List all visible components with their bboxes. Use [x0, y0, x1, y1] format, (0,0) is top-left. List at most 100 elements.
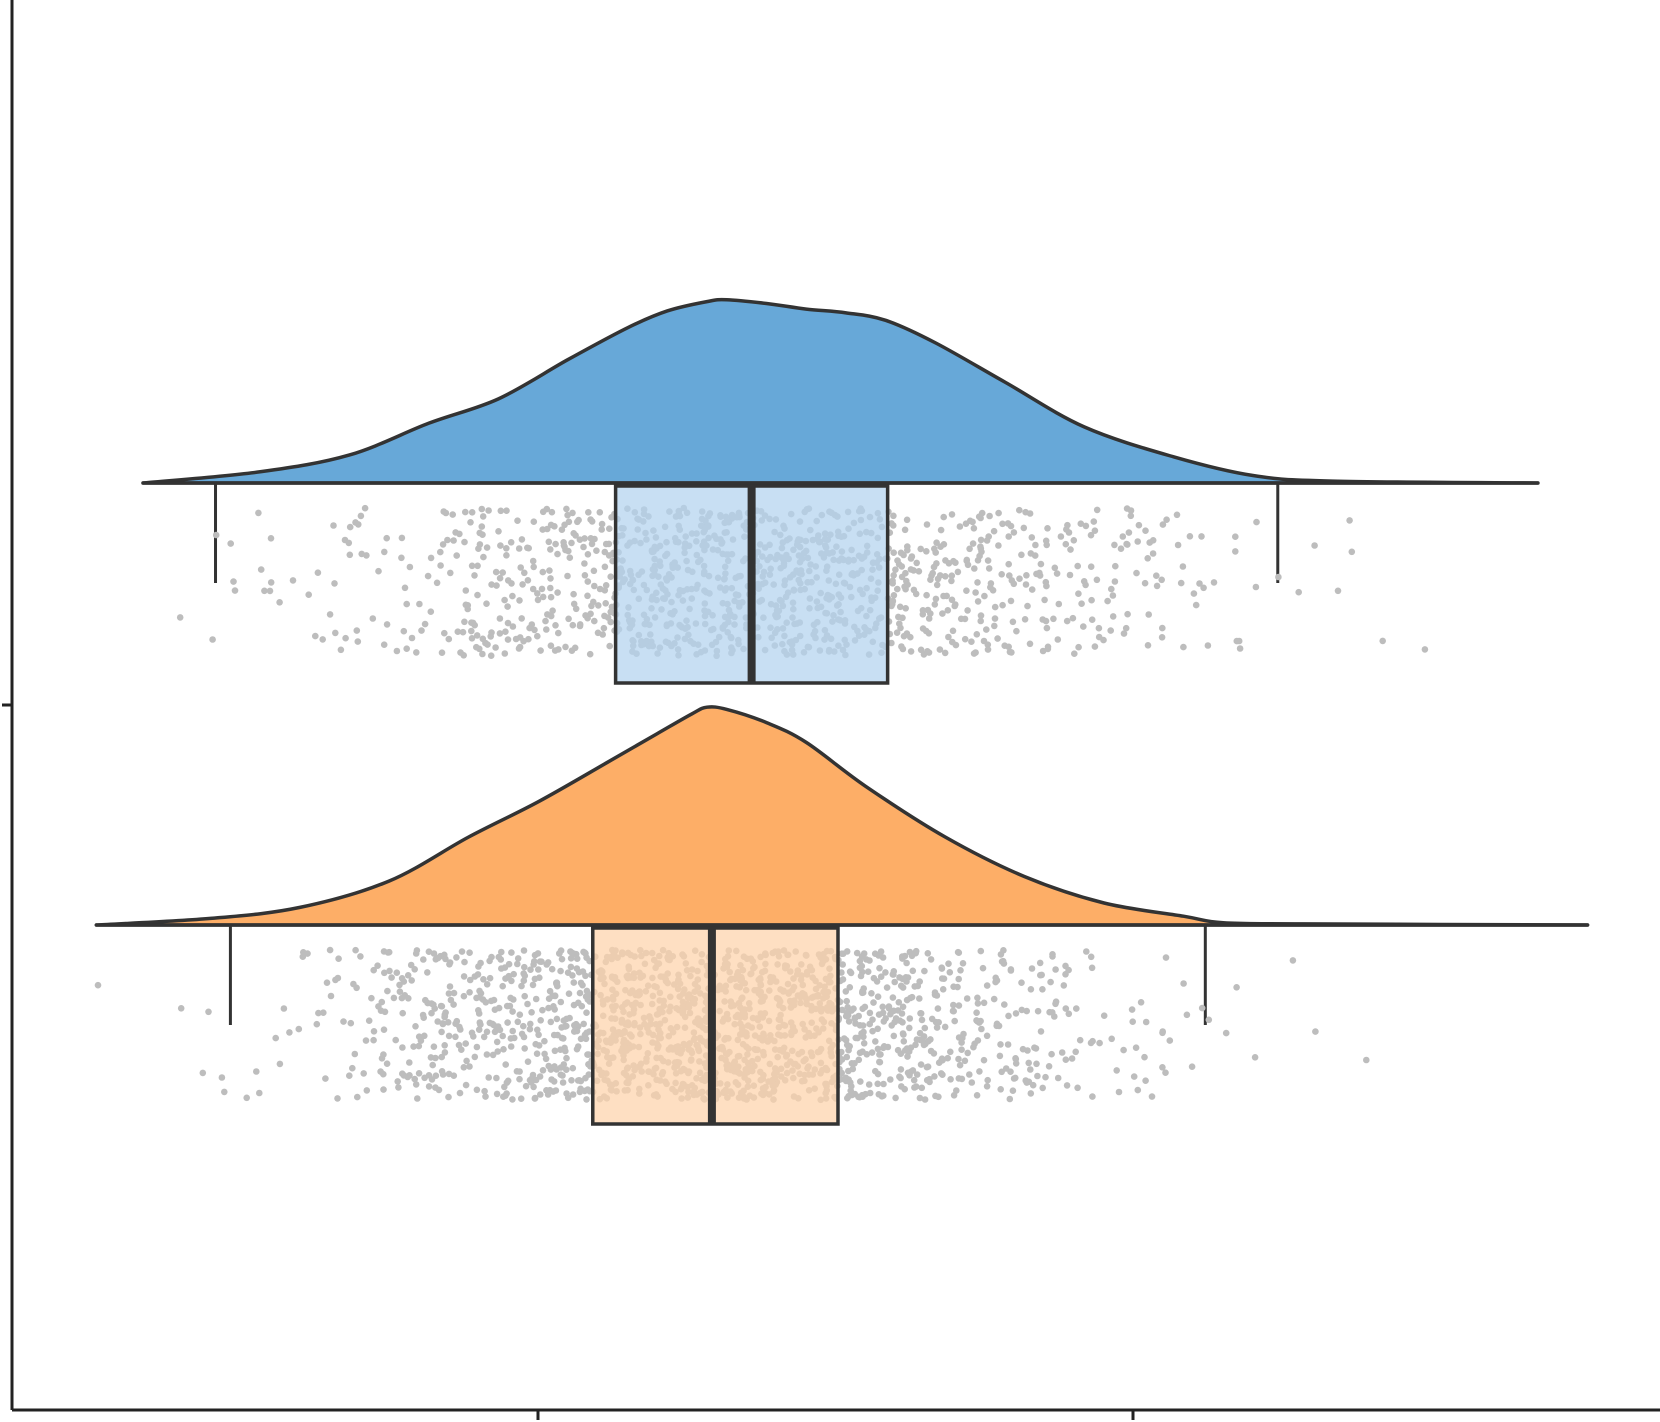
rain-point [934, 575, 942, 583]
rain-point [466, 949, 473, 956]
rain-point [1007, 522, 1015, 530]
rain-point [1159, 1029, 1166, 1037]
rain-point [428, 1076, 436, 1083]
rain-point [1009, 1087, 1017, 1094]
rain-point [496, 615, 504, 622]
rain-point [334, 1095, 341, 1102]
rain-point [863, 1051, 871, 1058]
rain-point [474, 591, 481, 599]
rain-point [935, 1019, 942, 1026]
rain-point [266, 587, 274, 595]
rain-point [940, 513, 947, 521]
rain-point [1046, 1008, 1053, 1016]
rain-point [552, 622, 559, 629]
rain-point [896, 1073, 903, 1080]
rain-point [1077, 520, 1085, 527]
rain-point [845, 1018, 853, 1025]
rain-point [498, 948, 505, 956]
rain-point [365, 1017, 373, 1024]
rain-point [584, 592, 591, 600]
rain-point [1153, 582, 1161, 590]
rain-point [446, 961, 453, 968]
rain-point [856, 964, 864, 972]
rain-point [560, 1017, 568, 1024]
rain-point [485, 1074, 493, 1081]
rain-point [898, 1010, 906, 1017]
group-1 [141, 297, 1540, 685]
rain-point [554, 1031, 561, 1039]
rain-point [1074, 1084, 1081, 1092]
rain-point [1054, 1074, 1062, 1082]
rain-point [1119, 533, 1127, 540]
rain-point [399, 1009, 407, 1017]
rain-point [1047, 978, 1054, 986]
rain-point [1037, 560, 1045, 568]
rain-point [930, 1050, 938, 1057]
rain-point [1005, 533, 1012, 540]
rain-point [1200, 584, 1207, 592]
rain-point [1074, 562, 1081, 570]
rain-point [970, 1043, 977, 1051]
rain-point [452, 1033, 459, 1041]
rain-point [445, 1093, 452, 1101]
rain-point [840, 1035, 848, 1042]
rain-point [569, 509, 576, 517]
rain-point [326, 611, 334, 618]
rain-point [439, 541, 447, 548]
rain-point [493, 1026, 500, 1033]
rain-point [1312, 1028, 1319, 1035]
rain-point [1025, 1059, 1032, 1067]
rain-point [473, 643, 480, 651]
rain-point [516, 1068, 523, 1075]
rain-point [380, 1051, 387, 1058]
rain-point [950, 1001, 957, 1009]
rain-point [846, 984, 854, 991]
rain-point [575, 999, 582, 1007]
rain-point [454, 628, 462, 635]
rain-point [408, 634, 416, 642]
rain-point [848, 1083, 855, 1090]
rain-point [584, 578, 592, 585]
rain-point [952, 641, 960, 649]
rain-point [1204, 642, 1212, 649]
rain-point [434, 1018, 442, 1025]
rain-point [884, 1043, 892, 1051]
rain-point [501, 1083, 508, 1091]
rain-point [537, 1017, 544, 1024]
rain-point [357, 512, 365, 520]
rain-point [230, 578, 237, 585]
rain-point [1159, 624, 1166, 632]
rain-point [1133, 569, 1140, 577]
rain-point [548, 508, 556, 516]
rain-point [1088, 596, 1095, 604]
rain-point [383, 534, 391, 542]
rain-point [495, 528, 502, 535]
rain-point [476, 987, 483, 995]
rain-point [973, 1092, 981, 1099]
rain-point [568, 1077, 575, 1084]
rain-point [919, 607, 927, 614]
rain-point [500, 1046, 507, 1053]
rain-point [437, 548, 444, 556]
rain-point [442, 955, 449, 963]
rain-point [370, 1028, 378, 1035]
rain-point [518, 615, 525, 622]
rain-point [1045, 1063, 1053, 1070]
rain-point [227, 540, 234, 547]
rain-point [1016, 575, 1023, 582]
rain-point [327, 992, 335, 1000]
rain-point [531, 975, 539, 983]
rain-point [468, 509, 476, 516]
rain-point [970, 650, 978, 657]
rain-point [255, 1089, 263, 1097]
rain-point [514, 1018, 522, 1026]
rain-point [947, 1048, 954, 1056]
rain-point [990, 527, 998, 535]
rain-point [466, 976, 474, 984]
rain-point [869, 1027, 876, 1035]
rain-point [1042, 617, 1050, 625]
rain-point [973, 631, 981, 638]
rain-point [938, 964, 945, 971]
rain-point [553, 980, 560, 988]
rain-point [534, 632, 541, 640]
